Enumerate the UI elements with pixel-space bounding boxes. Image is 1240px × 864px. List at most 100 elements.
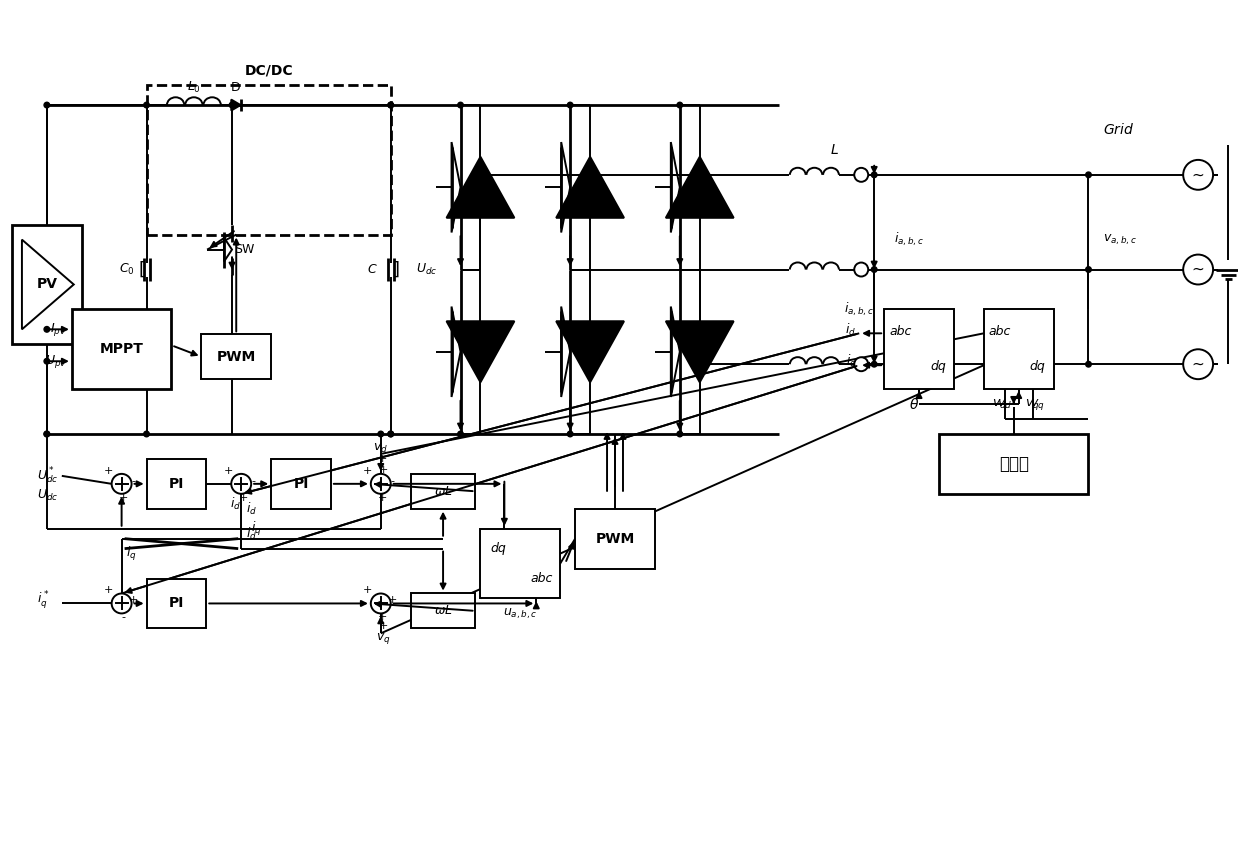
Text: +: + [378, 492, 387, 503]
Text: $v_d$: $v_d$ [373, 442, 388, 455]
Circle shape [144, 102, 149, 108]
Text: $i_q$: $i_q$ [252, 519, 262, 537]
Circle shape [1183, 349, 1213, 379]
Text: -: - [391, 476, 394, 486]
Circle shape [112, 594, 131, 613]
Circle shape [112, 473, 131, 494]
Circle shape [388, 102, 393, 108]
Text: $Grid$: $Grid$ [1102, 123, 1135, 137]
Text: PV: PV [36, 277, 57, 291]
Text: ~: ~ [1192, 357, 1204, 372]
Circle shape [872, 267, 877, 272]
Circle shape [378, 431, 383, 437]
Circle shape [144, 431, 149, 437]
Circle shape [388, 102, 393, 108]
Text: PI: PI [169, 596, 184, 611]
Circle shape [458, 102, 464, 108]
Circle shape [677, 102, 682, 108]
Circle shape [1086, 361, 1091, 367]
Text: $U_{dc}$: $U_{dc}$ [415, 262, 436, 277]
Text: PI: PI [169, 477, 184, 491]
Text: D: D [231, 80, 241, 93]
Text: $i_q$: $i_q$ [846, 353, 857, 372]
Polygon shape [557, 321, 624, 382]
Polygon shape [231, 99, 241, 111]
Circle shape [229, 102, 234, 108]
Text: -: - [122, 613, 125, 622]
Text: +: + [379, 465, 388, 475]
Text: $C$: $C$ [367, 263, 378, 276]
Bar [575, 509, 655, 569]
Text: $I_{pv}$: $I_{pv}$ [51, 321, 67, 338]
Text: abc: abc [889, 325, 911, 338]
Circle shape [45, 102, 50, 108]
Text: -: - [131, 476, 135, 486]
Text: abc: abc [988, 325, 1011, 338]
Circle shape [371, 473, 391, 494]
Circle shape [45, 431, 50, 437]
Text: SW: SW [234, 243, 254, 256]
Circle shape [45, 359, 50, 364]
Text: +: + [378, 454, 387, 464]
Text: $i_{a,b,c}$: $i_{a,b,c}$ [844, 301, 874, 318]
Text: $v_d$: $v_d$ [997, 397, 1012, 410]
Text: $U_{dc}$: $U_{dc}$ [37, 488, 58, 504]
Text: $i_{a,b,c}$: $i_{a,b,c}$ [894, 231, 924, 248]
Text: dq: dq [491, 542, 507, 555]
Polygon shape [446, 156, 515, 218]
Bar [72, 309, 171, 389]
Text: dq: dq [1029, 360, 1045, 373]
Text: +: + [363, 466, 372, 476]
Bar [146, 86, 391, 235]
Circle shape [231, 473, 252, 494]
Circle shape [872, 172, 877, 178]
Bar [12, 225, 82, 344]
Text: $\omega L$: $\omega L$ [434, 485, 453, 498]
Polygon shape [446, 321, 515, 382]
Circle shape [1086, 267, 1091, 272]
Bar [884, 309, 954, 389]
Text: $v_q$: $v_q$ [377, 631, 391, 645]
Text: $v_{a,b,c}$: $v_{a,b,c}$ [1104, 232, 1137, 247]
Bar [939, 434, 1089, 494]
Bar [983, 309, 1054, 389]
Text: +: + [104, 586, 113, 595]
Text: +: + [223, 466, 233, 476]
Text: $\omega L$: $\omega L$ [434, 605, 453, 618]
Bar [146, 459, 206, 509]
Bar [201, 334, 272, 379]
Bar [410, 594, 475, 628]
Text: -: - [252, 476, 255, 486]
Circle shape [388, 431, 393, 437]
Text: $\theta$: $\theta$ [909, 397, 919, 411]
Text: $U_{pv}$: $U_{pv}$ [45, 353, 67, 370]
Circle shape [1183, 255, 1213, 284]
Polygon shape [666, 156, 734, 218]
Circle shape [854, 168, 868, 181]
Text: $v_d$: $v_d$ [992, 397, 1007, 410]
Text: PI: PI [294, 477, 309, 491]
Circle shape [854, 357, 868, 372]
Bar [410, 473, 475, 509]
Bar [480, 529, 560, 599]
Text: abc: abc [531, 573, 553, 586]
Text: +: + [119, 492, 128, 503]
Bar [146, 579, 206, 628]
Circle shape [371, 594, 391, 613]
Text: $L$: $L$ [830, 143, 838, 157]
Text: PWM: PWM [595, 531, 635, 546]
Circle shape [568, 431, 573, 437]
Text: $i_d$: $i_d$ [247, 501, 257, 517]
Text: $v_q$: $v_q$ [1025, 397, 1040, 411]
Circle shape [45, 327, 50, 332]
Text: ~: ~ [1192, 168, 1204, 182]
Text: +: + [388, 595, 398, 606]
Circle shape [568, 102, 573, 108]
Text: $v_q$: $v_q$ [1030, 397, 1045, 411]
Text: +: + [363, 586, 372, 595]
Circle shape [458, 431, 464, 437]
Text: +: + [129, 595, 138, 606]
Text: +: + [238, 492, 248, 503]
Polygon shape [666, 321, 734, 382]
Text: MPPT: MPPT [99, 342, 144, 356]
